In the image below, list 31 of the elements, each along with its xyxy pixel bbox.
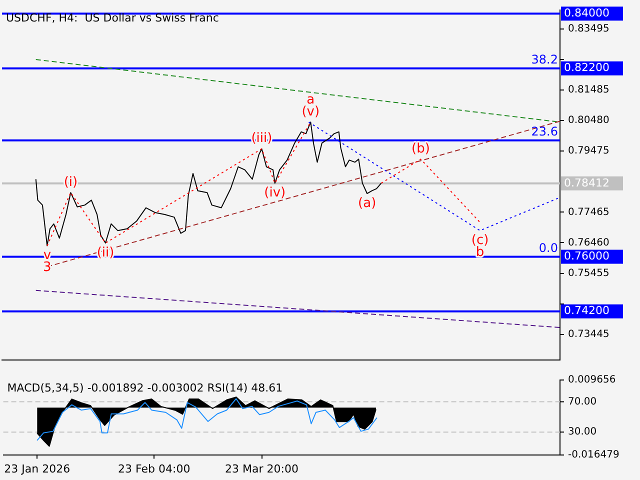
x-tick-label: 23 Mar 20:00 xyxy=(225,462,299,476)
ref-line-label: 0.84000 xyxy=(564,6,610,20)
annotation: 23.6 xyxy=(531,124,558,138)
ref-line-label: 0.78412 xyxy=(564,176,610,190)
y-tick-label: 0.76460 xyxy=(568,237,610,248)
annotation: 38.2 xyxy=(531,52,558,66)
y-tick-label: 0.79475 xyxy=(568,146,610,157)
x-tick-label: 23 Jan 2026 xyxy=(4,462,70,476)
y-tick-label: 0.83495 xyxy=(568,24,610,35)
y-tick-label: 0.73445 xyxy=(568,328,610,340)
y2-tick-label: 30.00 xyxy=(568,426,597,438)
annotation: 3 xyxy=(43,260,52,276)
ref-line-label: 0.74200 xyxy=(564,304,610,318)
ref-line-label: 0.76000 xyxy=(564,250,610,263)
annotation: (a) xyxy=(358,196,376,211)
ref-line-label: 0.82200 xyxy=(564,61,610,74)
chart-title: MACD(5,34,5) -0.001892 -0.003002 RSI(14) 48.61 xyxy=(7,381,283,394)
chart-title: USDCHF, H4: US Dollar vs Swiss Franc xyxy=(6,11,219,24)
x-tick-label: 23 Feb 04:00 xyxy=(118,462,190,476)
y-tick-label: 0.81485 xyxy=(568,84,610,96)
y-tick-label: -0.016479 xyxy=(568,449,620,460)
annotation: (i) xyxy=(64,174,78,190)
y-tick-label: 0.009656 xyxy=(568,374,616,386)
annotation: (iv) xyxy=(264,186,286,201)
y-tick-label: 0.77465 xyxy=(568,206,610,218)
annotation: (b) xyxy=(412,142,430,157)
y2-tick-label: 70.00 xyxy=(568,396,597,408)
line-series xyxy=(46,122,312,246)
annotation: 0.0 xyxy=(538,240,558,255)
y-tick-label: 0.80480 xyxy=(568,115,610,126)
y-tick-label: 0.75455 xyxy=(568,268,610,279)
